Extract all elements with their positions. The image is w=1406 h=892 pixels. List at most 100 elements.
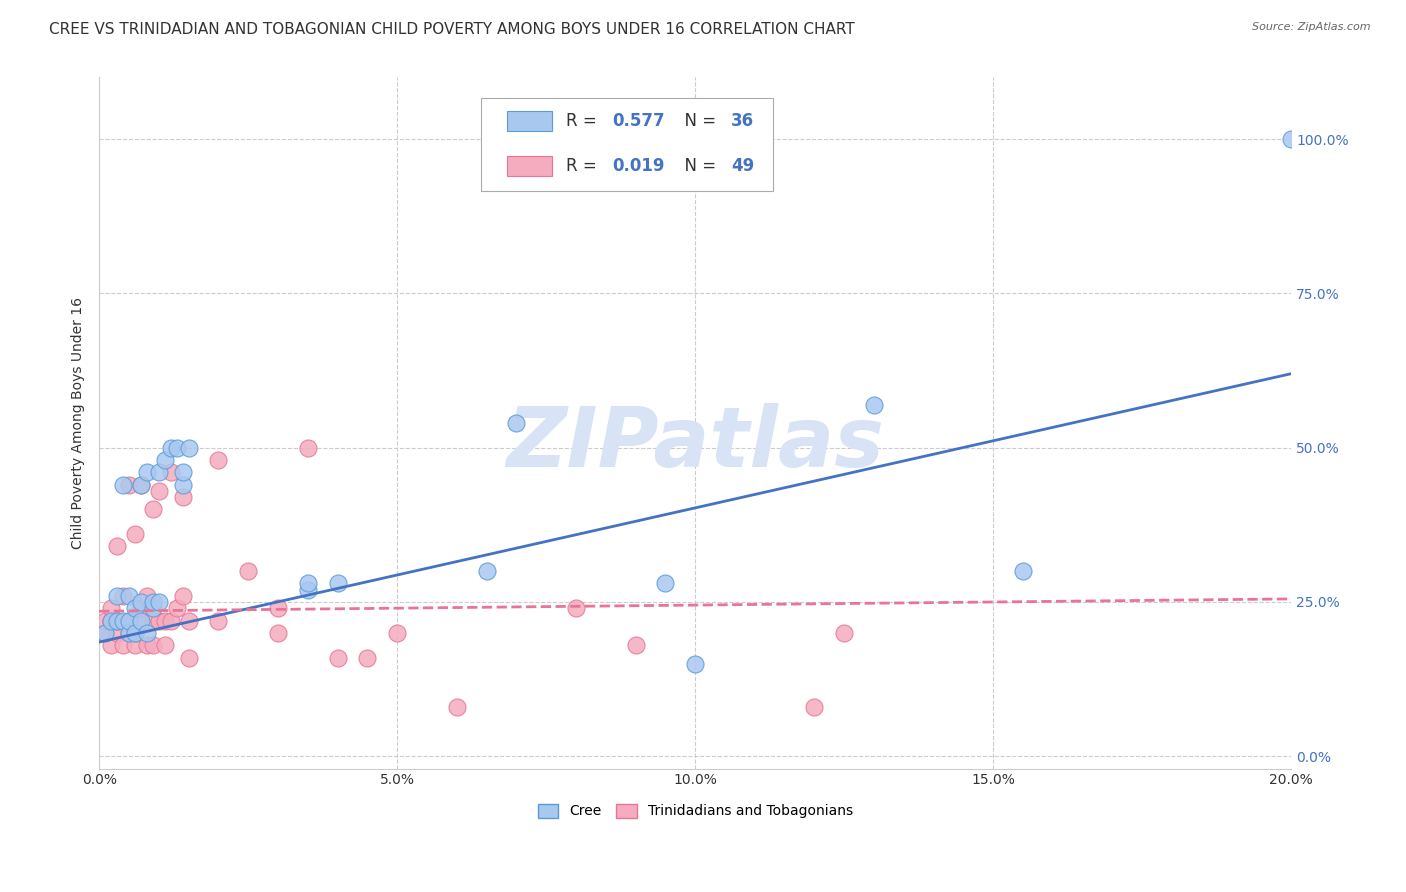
Point bbox=[297, 441, 319, 455]
Point bbox=[124, 625, 146, 640]
Text: R =: R = bbox=[567, 112, 603, 130]
Point bbox=[118, 614, 141, 628]
Point bbox=[832, 625, 855, 640]
Point bbox=[124, 625, 146, 640]
Point bbox=[297, 576, 319, 591]
Text: 49: 49 bbox=[731, 157, 754, 175]
Point bbox=[1279, 132, 1302, 146]
Point bbox=[135, 466, 157, 480]
Point bbox=[267, 625, 290, 640]
Point bbox=[172, 490, 194, 504]
Point bbox=[135, 638, 157, 652]
Point bbox=[111, 614, 134, 628]
Point bbox=[129, 477, 152, 491]
Point bbox=[105, 614, 128, 628]
Point bbox=[111, 638, 134, 652]
Text: N =: N = bbox=[673, 112, 721, 130]
FancyBboxPatch shape bbox=[481, 98, 773, 192]
Point bbox=[142, 595, 165, 609]
Point bbox=[505, 416, 527, 430]
Point bbox=[297, 582, 319, 597]
Point bbox=[124, 527, 146, 541]
Text: R =: R = bbox=[567, 157, 603, 175]
Point bbox=[100, 601, 122, 615]
Point bbox=[118, 477, 141, 491]
Point bbox=[159, 614, 181, 628]
Point bbox=[863, 397, 886, 411]
Point bbox=[385, 625, 408, 640]
Point bbox=[153, 638, 176, 652]
Point bbox=[172, 477, 194, 491]
Point bbox=[159, 441, 181, 455]
Point bbox=[148, 466, 170, 480]
Point bbox=[111, 477, 134, 491]
Point bbox=[94, 614, 117, 628]
Point bbox=[142, 614, 165, 628]
Point bbox=[135, 589, 157, 603]
FancyBboxPatch shape bbox=[506, 111, 553, 131]
Point bbox=[129, 614, 152, 628]
Point bbox=[124, 601, 146, 615]
Point bbox=[207, 453, 229, 467]
Legend: Cree, Trinidadians and Tobagonians: Cree, Trinidadians and Tobagonians bbox=[531, 798, 859, 824]
Point bbox=[129, 595, 152, 609]
Point bbox=[135, 625, 157, 640]
Point bbox=[153, 614, 176, 628]
Y-axis label: Child Poverty Among Boys Under 16: Child Poverty Among Boys Under 16 bbox=[72, 297, 86, 549]
Point bbox=[177, 441, 200, 455]
Text: 0.577: 0.577 bbox=[612, 112, 665, 130]
Point bbox=[118, 614, 141, 628]
Point bbox=[326, 650, 349, 665]
Text: ZIPatlas: ZIPatlas bbox=[506, 403, 884, 484]
Text: Source: ZipAtlas.com: Source: ZipAtlas.com bbox=[1253, 22, 1371, 32]
Text: 36: 36 bbox=[731, 112, 754, 130]
Point bbox=[172, 466, 194, 480]
FancyBboxPatch shape bbox=[506, 155, 553, 177]
Point bbox=[124, 638, 146, 652]
Point bbox=[111, 589, 134, 603]
Point bbox=[475, 564, 498, 578]
Point bbox=[148, 595, 170, 609]
Point bbox=[177, 614, 200, 628]
Point bbox=[129, 614, 152, 628]
Point bbox=[172, 589, 194, 603]
Point bbox=[356, 650, 378, 665]
Point bbox=[142, 502, 165, 516]
Point bbox=[118, 625, 141, 640]
Point bbox=[148, 614, 170, 628]
Point bbox=[267, 601, 290, 615]
Point bbox=[100, 638, 122, 652]
Point bbox=[236, 564, 259, 578]
Point bbox=[129, 477, 152, 491]
Point bbox=[118, 589, 141, 603]
Point bbox=[105, 540, 128, 554]
Point bbox=[100, 614, 122, 628]
Point bbox=[100, 614, 122, 628]
Point bbox=[166, 601, 188, 615]
Point bbox=[446, 699, 468, 714]
Point bbox=[105, 625, 128, 640]
Point bbox=[1012, 564, 1035, 578]
Point bbox=[177, 650, 200, 665]
Text: CREE VS TRINIDADIAN AND TOBAGONIAN CHILD POVERTY AMONG BOYS UNDER 16 CORRELATION: CREE VS TRINIDADIAN AND TOBAGONIAN CHILD… bbox=[49, 22, 855, 37]
Point bbox=[159, 466, 181, 480]
Point bbox=[565, 601, 588, 615]
Point bbox=[654, 576, 676, 591]
Point bbox=[624, 638, 647, 652]
Text: N =: N = bbox=[673, 157, 721, 175]
Point bbox=[207, 614, 229, 628]
Text: 0.019: 0.019 bbox=[612, 157, 664, 175]
Point bbox=[118, 625, 141, 640]
Point bbox=[105, 589, 128, 603]
Point bbox=[326, 576, 349, 591]
Point bbox=[94, 625, 117, 640]
Point bbox=[142, 601, 165, 615]
Point bbox=[803, 699, 825, 714]
Point bbox=[153, 453, 176, 467]
Point bbox=[166, 441, 188, 455]
Point bbox=[129, 601, 152, 615]
Point bbox=[142, 638, 165, 652]
Point bbox=[148, 483, 170, 498]
Point bbox=[683, 657, 706, 671]
Point bbox=[105, 614, 128, 628]
